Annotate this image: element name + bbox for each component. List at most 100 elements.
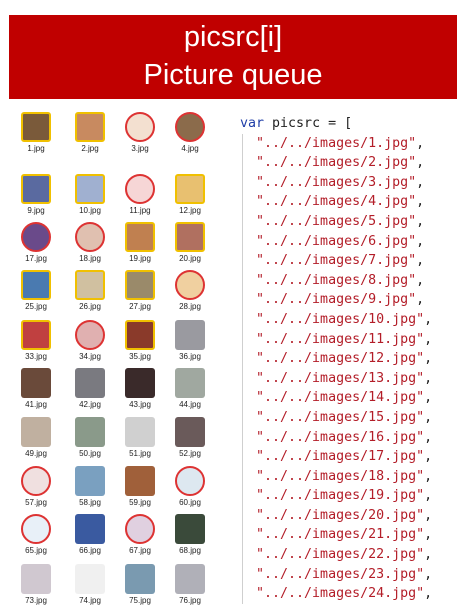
thumbnail-item[interactable]: 10.jpg — [68, 174, 112, 216]
code-indent — [240, 547, 256, 562]
code-line: "../../images/22.jpg", — [240, 545, 432, 565]
title-banner: picsrc[i] Picture queue — [9, 15, 457, 99]
thumbnail-item[interactable]: 52.jpg — [168, 417, 212, 459]
code-line: "../../images/18.jpg", — [240, 467, 432, 487]
image-path-string: "../../images/20.jpg" — [256, 507, 425, 523]
thumbnail-filename: 59.jpg — [129, 498, 151, 507]
thumbnail-filename: 43.jpg — [129, 400, 151, 409]
thumbnail-item[interactable]: 1.jpg — [14, 112, 58, 154]
thumbnail-item[interactable]: 19.jpg — [118, 222, 162, 264]
thumbnail-item[interactable]: 12.jpg — [168, 174, 212, 216]
thumbnail-item[interactable]: 74.jpg — [68, 564, 112, 606]
image-path-string: "../../images/22.jpg" — [256, 547, 425, 563]
thumbnail-item[interactable]: 44.jpg — [168, 368, 212, 410]
thumbnail-filename: 67.jpg — [129, 546, 151, 555]
code-comma: , — [424, 488, 433, 504]
image-path-string: "../../images/13.jpg" — [256, 370, 425, 386]
code-indent — [240, 527, 256, 542]
image-path-string: "../../images/24.jpg" — [256, 586, 425, 602]
thumbnail-item[interactable]: 41.jpg — [14, 368, 58, 410]
thumbnail-item[interactable]: 42.jpg — [68, 368, 112, 410]
thumbnail-item[interactable]: 17.jpg — [14, 222, 58, 264]
code-comma: , — [416, 194, 425, 210]
thumbnail-item[interactable]: 75.jpg — [118, 564, 162, 606]
thumbnail-item[interactable]: 33.jpg — [14, 320, 58, 362]
code-comma: , — [416, 213, 425, 229]
thumbnail-item[interactable]: 34.jpg — [68, 320, 112, 362]
thumbnail-filename: 35.jpg — [129, 352, 151, 361]
code-indent — [240, 253, 256, 268]
thumbnail-item[interactable]: 4.jpg — [168, 112, 212, 154]
thumbnail-item[interactable]: 65.jpg — [14, 514, 58, 556]
image-path-string: "../../images/17.jpg" — [256, 449, 425, 465]
thumbnail-item[interactable]: 50.jpg — [68, 417, 112, 459]
thumbnail-image — [75, 222, 105, 252]
code-line: "../../images/23.jpg", — [240, 565, 432, 585]
code-indent — [240, 430, 256, 445]
code-comma: , — [424, 449, 433, 465]
code-keyword: var — [240, 116, 265, 131]
thumbnail-item[interactable]: 60.jpg — [168, 466, 212, 508]
code-indent — [240, 586, 256, 601]
thumbnail-image — [125, 368, 155, 398]
thumbnail-filename: 66.jpg — [79, 546, 101, 555]
thumbnail-image — [75, 466, 105, 496]
code-line: "../../images/20.jpg", — [240, 506, 432, 526]
code-comma: , — [416, 253, 425, 269]
thumbnail-item[interactable]: 76.jpg — [168, 564, 212, 606]
thumbnail-item[interactable]: 36.jpg — [168, 320, 212, 362]
code-line: "../../images/14.jpg", — [240, 388, 432, 408]
thumbnail-item[interactable]: 58.jpg — [68, 466, 112, 508]
thumbnail-item[interactable]: 18.jpg — [68, 222, 112, 264]
code-indent — [240, 371, 256, 386]
thumbnail-filename: 1.jpg — [27, 144, 45, 153]
thumbnail-item[interactable]: 59.jpg — [118, 466, 162, 508]
thumbnail-item[interactable]: 66.jpg — [68, 514, 112, 556]
thumbnail-item[interactable]: 3.jpg — [118, 112, 162, 154]
thumbnail-image — [125, 174, 155, 204]
thumbnail-item[interactable]: 43.jpg — [118, 368, 162, 410]
code-line: "../../images/21.jpg", — [240, 525, 432, 545]
thumbnail-item[interactable]: 68.jpg — [168, 514, 212, 556]
thumbnail-item[interactable]: 27.jpg — [118, 270, 162, 312]
thumbnail-image — [175, 320, 205, 350]
thumbnail-item[interactable]: 25.jpg — [14, 270, 58, 312]
thumbnail-item[interactable]: 67.jpg — [118, 514, 162, 556]
code-line: "../../images/5.jpg", — [240, 212, 432, 232]
thumbnail-item[interactable]: 51.jpg — [118, 417, 162, 459]
image-path-string: "../../images/8.jpg" — [256, 272, 417, 288]
thumbnail-item[interactable]: 2.jpg — [68, 112, 112, 154]
thumbnail-filename: 11.jpg — [129, 206, 151, 215]
code-comma: , — [416, 174, 425, 190]
thumbnail-image — [75, 174, 105, 204]
code-line: "../../images/16.jpg", — [240, 428, 432, 448]
thumbnail-item[interactable]: 11.jpg — [118, 174, 162, 216]
code-line: "../../images/7.jpg", — [240, 251, 432, 271]
image-path-string: "../../images/15.jpg" — [256, 409, 425, 425]
thumbnail-image — [175, 270, 205, 300]
thumbnail-image — [21, 417, 51, 447]
thumbnail-filename: 17.jpg — [25, 254, 47, 263]
code-indent — [240, 155, 256, 170]
thumbnail-filename: 2.jpg — [81, 144, 99, 153]
thumbnail-image — [21, 112, 51, 142]
thumbnail-filename: 49.jpg — [25, 449, 47, 458]
code-indent — [240, 332, 256, 347]
thumbnail-item[interactable]: 20.jpg — [168, 222, 212, 264]
thumbnail-item[interactable]: 73.jpg — [14, 564, 58, 606]
thumbnail-item[interactable]: 9.jpg — [14, 174, 58, 216]
image-path-string: "../../images/10.jpg" — [256, 311, 425, 327]
thumbnail-item[interactable]: 28.jpg — [168, 270, 212, 312]
thumbnail-item[interactable]: 49.jpg — [14, 417, 58, 459]
code-comma: , — [424, 586, 433, 602]
thumbnail-filename: 18.jpg — [79, 254, 101, 263]
thumbnail-item[interactable]: 35.jpg — [118, 320, 162, 362]
thumbnail-filename: 20.jpg — [179, 254, 201, 263]
thumbnail-image — [125, 466, 155, 496]
thumbnail-item[interactable]: 57.jpg — [14, 466, 58, 508]
thumbnail-image — [175, 222, 205, 252]
thumbnail-item[interactable]: 26.jpg — [68, 270, 112, 312]
thumbnail-filename: 34.jpg — [79, 352, 101, 361]
thumbnail-filename: 58.jpg — [79, 498, 101, 507]
thumbnail-filename: 75.jpg — [129, 596, 151, 605]
